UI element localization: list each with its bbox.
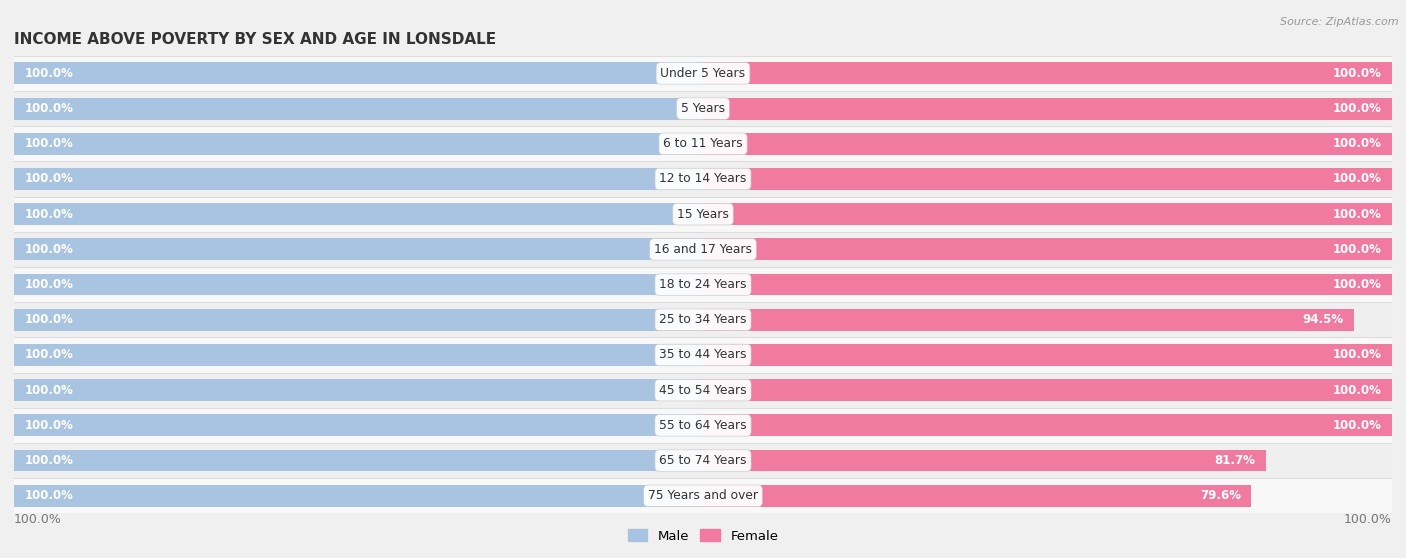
Bar xyxy=(14,168,703,190)
Text: 18 to 24 Years: 18 to 24 Years xyxy=(659,278,747,291)
Text: 100.0%: 100.0% xyxy=(1333,172,1382,185)
Text: 100.0%: 100.0% xyxy=(24,384,73,397)
Bar xyxy=(14,302,1392,338)
Text: 100.0%: 100.0% xyxy=(24,208,73,220)
Text: 100.0%: 100.0% xyxy=(14,513,62,526)
Text: 6 to 11 Years: 6 to 11 Years xyxy=(664,137,742,150)
Bar xyxy=(14,273,703,296)
Bar xyxy=(703,344,1392,366)
Text: 100.0%: 100.0% xyxy=(24,419,73,432)
Bar xyxy=(14,98,703,119)
Text: 5 Years: 5 Years xyxy=(681,102,725,115)
Bar xyxy=(703,203,1392,225)
Bar xyxy=(14,344,703,366)
Text: 100.0%: 100.0% xyxy=(1333,243,1382,256)
Bar xyxy=(14,478,1392,513)
Text: 100.0%: 100.0% xyxy=(24,243,73,256)
Text: 100.0%: 100.0% xyxy=(1333,67,1382,80)
Bar xyxy=(14,62,703,84)
Bar xyxy=(14,443,1392,478)
Text: 100.0%: 100.0% xyxy=(1333,349,1382,362)
Text: 100.0%: 100.0% xyxy=(1333,102,1382,115)
Text: 100.0%: 100.0% xyxy=(24,489,73,502)
Bar xyxy=(703,379,1392,401)
Text: Under 5 Years: Under 5 Years xyxy=(661,67,745,80)
Bar xyxy=(14,161,1392,196)
Bar xyxy=(14,450,703,472)
Text: INCOME ABOVE POVERTY BY SEX AND AGE IN LONSDALE: INCOME ABOVE POVERTY BY SEX AND AGE IN L… xyxy=(14,32,496,47)
Bar xyxy=(14,232,1392,267)
Bar xyxy=(14,267,1392,302)
Text: 100.0%: 100.0% xyxy=(24,137,73,150)
Text: Source: ZipAtlas.com: Source: ZipAtlas.com xyxy=(1281,17,1399,27)
Text: 100.0%: 100.0% xyxy=(24,454,73,467)
Text: 65 to 74 Years: 65 to 74 Years xyxy=(659,454,747,467)
Text: 15 Years: 15 Years xyxy=(678,208,728,220)
Bar xyxy=(14,309,703,331)
Text: 81.7%: 81.7% xyxy=(1215,454,1256,467)
Bar xyxy=(14,91,1392,126)
Text: 100.0%: 100.0% xyxy=(1333,208,1382,220)
Text: 35 to 44 Years: 35 to 44 Years xyxy=(659,349,747,362)
Text: 100.0%: 100.0% xyxy=(1344,513,1392,526)
Text: 100.0%: 100.0% xyxy=(1333,419,1382,432)
Text: 16 and 17 Years: 16 and 17 Years xyxy=(654,243,752,256)
Text: 55 to 64 Years: 55 to 64 Years xyxy=(659,419,747,432)
Text: 100.0%: 100.0% xyxy=(24,102,73,115)
Bar xyxy=(14,373,1392,408)
Bar xyxy=(14,379,703,401)
Text: 100.0%: 100.0% xyxy=(1333,278,1382,291)
Bar xyxy=(14,238,703,260)
Text: 12 to 14 Years: 12 to 14 Years xyxy=(659,172,747,185)
Bar xyxy=(703,238,1392,260)
Text: 94.5%: 94.5% xyxy=(1302,313,1344,326)
Bar xyxy=(703,485,1251,507)
Bar xyxy=(703,98,1392,119)
Text: 100.0%: 100.0% xyxy=(24,313,73,326)
Text: 100.0%: 100.0% xyxy=(24,349,73,362)
Legend: Male, Female: Male, Female xyxy=(623,524,783,548)
Bar xyxy=(14,415,703,436)
Bar xyxy=(14,133,703,155)
Text: 45 to 54 Years: 45 to 54 Years xyxy=(659,384,747,397)
Text: 100.0%: 100.0% xyxy=(1333,137,1382,150)
Text: 25 to 34 Years: 25 to 34 Years xyxy=(659,313,747,326)
Bar xyxy=(703,309,1354,331)
Bar xyxy=(14,338,1392,373)
Bar xyxy=(703,273,1392,296)
Text: 79.6%: 79.6% xyxy=(1201,489,1241,502)
Bar xyxy=(703,415,1392,436)
Text: 75 Years and over: 75 Years and over xyxy=(648,489,758,502)
Bar xyxy=(703,133,1392,155)
Bar xyxy=(14,408,1392,443)
Text: 100.0%: 100.0% xyxy=(24,172,73,185)
Text: 100.0%: 100.0% xyxy=(24,67,73,80)
Text: 100.0%: 100.0% xyxy=(24,278,73,291)
Bar xyxy=(14,203,703,225)
Bar xyxy=(14,485,703,507)
Bar xyxy=(703,62,1392,84)
Bar xyxy=(14,56,1392,91)
Bar xyxy=(14,196,1392,232)
Text: 100.0%: 100.0% xyxy=(1333,384,1382,397)
Bar xyxy=(703,450,1265,472)
Bar xyxy=(703,168,1392,190)
Bar xyxy=(14,126,1392,161)
